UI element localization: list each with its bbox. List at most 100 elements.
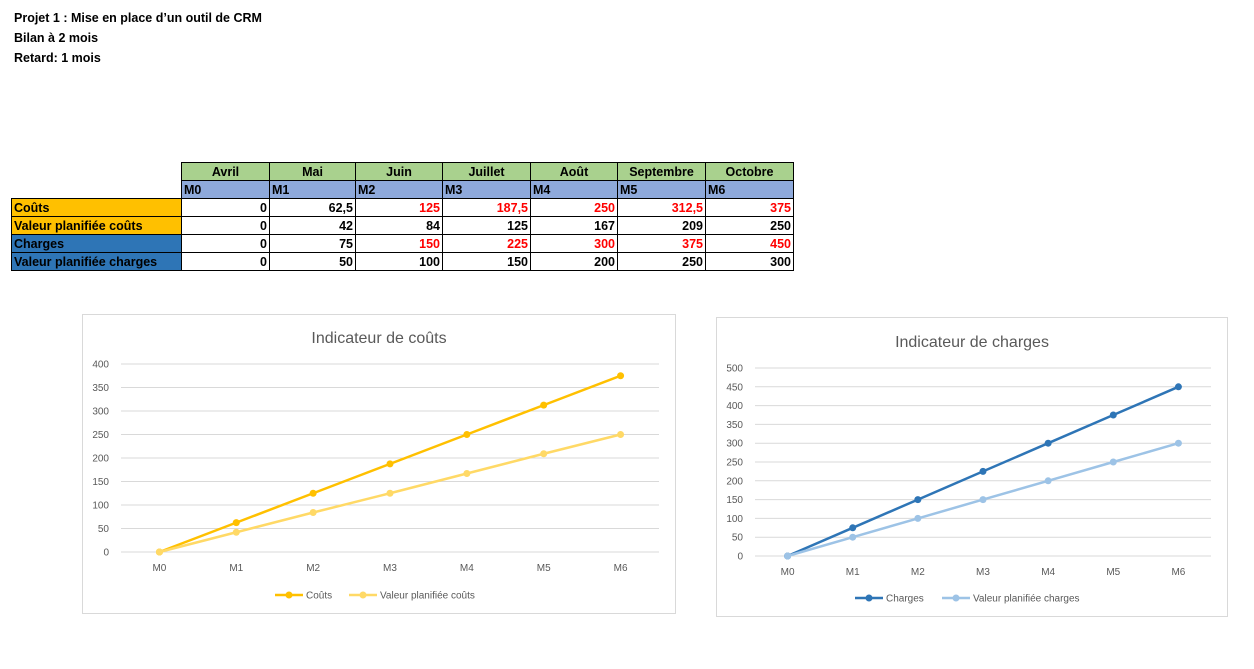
value-cell: 75 xyxy=(269,234,356,253)
data-point xyxy=(386,460,394,468)
charge-indicator-chart: Indicateur de charges 0 50 100 150 200 250 300 3… xyxy=(716,317,1228,617)
data-point xyxy=(1174,439,1182,447)
x-tick-label: M6 xyxy=(1171,567,1185,578)
data-point xyxy=(1174,383,1182,391)
x-tick-label: M4 xyxy=(460,563,474,574)
data-point xyxy=(232,528,240,536)
month-header: Septembre xyxy=(617,162,706,181)
y-tick-label: 450 xyxy=(726,382,743,393)
value-cell: 250 xyxy=(705,216,794,235)
chart-title: Indicateur de charges xyxy=(895,334,1049,351)
milestone-code: M3 xyxy=(442,180,531,199)
milestone-code: M4 xyxy=(530,180,618,199)
value-cell: 100 xyxy=(355,252,443,271)
charge-chart-svg: Indicateur de charges 0 50 100 150 200 250 300 3… xyxy=(726,334,1211,605)
y-tick-label: 300 xyxy=(92,407,109,418)
value-cell: 187,5 xyxy=(442,198,531,217)
y-tick-label: 50 xyxy=(98,524,110,535)
table-row: Valeur planifiée coûts 0 42 84 125 167 209 250 xyxy=(11,216,794,235)
data-point xyxy=(849,533,857,541)
month-header: Octobre xyxy=(705,162,794,181)
data-point xyxy=(1109,458,1117,466)
data-point xyxy=(914,496,922,504)
value-cell: 375 xyxy=(617,234,706,253)
row-label: Valeur planifiée coûts xyxy=(11,216,182,235)
data-point xyxy=(155,548,163,556)
y-tick-label: 100 xyxy=(92,501,109,512)
y-tick-label: 350 xyxy=(726,420,743,431)
data-point xyxy=(979,496,987,504)
value-cell: 0 xyxy=(181,234,270,253)
x-tick-label: M1 xyxy=(846,567,860,578)
data-point xyxy=(463,470,471,478)
report-header: Projet 1 : Mise en place d’un outil de C… xyxy=(14,8,262,68)
data-point xyxy=(617,431,625,438)
legend-item: Valeur planifiée coûts xyxy=(349,591,475,602)
row-label: Charges xyxy=(11,234,182,253)
y-tick-label: 250 xyxy=(92,430,109,441)
y-tick-label: 150 xyxy=(726,495,743,506)
value-cell: 300 xyxy=(705,252,794,271)
value-cell: 250 xyxy=(617,252,706,271)
legend-item: Coûts xyxy=(275,591,332,602)
legend-item: Charges xyxy=(855,594,924,605)
y-tick-label: 400 xyxy=(726,401,743,412)
x-tick-label: M6 xyxy=(614,563,628,574)
data-point xyxy=(232,519,240,527)
x-tick-label: M2 xyxy=(911,567,925,578)
month-header: Mai xyxy=(269,162,356,181)
value-cell: 42 xyxy=(269,216,356,235)
y-tick-label: 350 xyxy=(92,383,109,394)
data-point xyxy=(309,509,317,517)
y-tick-label: 150 xyxy=(92,477,109,488)
value-cell: 50 xyxy=(269,252,356,271)
row-label: Valeur planifiée charges xyxy=(11,252,182,271)
legend-label: Valeur planifiée coûts xyxy=(380,591,475,602)
value-cell: 209 xyxy=(617,216,706,235)
y-tick-label: 300 xyxy=(726,439,743,450)
value-cell: 150 xyxy=(355,234,443,253)
row-label: Coûts xyxy=(11,198,182,217)
month-header: Août xyxy=(530,162,618,181)
y-tick-label: 500 xyxy=(726,364,743,375)
data-point xyxy=(849,524,857,532)
y-tick-label: 250 xyxy=(726,458,743,469)
data-point xyxy=(1109,411,1117,419)
legend-item: Valeur planifiée charges xyxy=(942,594,1080,605)
legend-label: Coûts xyxy=(306,591,332,602)
value-cell: 84 xyxy=(355,216,443,235)
month-header: Juillet xyxy=(442,162,531,181)
x-tick-label: M2 xyxy=(306,563,320,574)
milestone-code: M0 xyxy=(181,180,270,199)
value-cell: 250 xyxy=(530,198,618,217)
month-header: Avril xyxy=(181,162,270,181)
data-point xyxy=(784,552,792,560)
cost-charge-table: Avril Mai Juin Juillet Août Septembre Oc… xyxy=(11,162,794,271)
delay-status: Retard: 1 mois xyxy=(14,51,101,65)
milestone-code: M1 xyxy=(269,180,356,199)
value-cell: 450 xyxy=(705,234,794,253)
milestone-code: M6 xyxy=(705,180,794,199)
x-tick-label: M3 xyxy=(976,567,990,578)
data-point xyxy=(386,489,394,497)
table-row: Valeur planifiée charges 0 50 100 150 200 250 3… xyxy=(11,252,794,271)
data-point xyxy=(463,431,471,438)
x-tick-label: M0 xyxy=(781,567,795,578)
y-tick-label: 200 xyxy=(92,454,109,465)
value-cell: 0 xyxy=(181,252,270,271)
value-cell: 125 xyxy=(442,216,531,235)
cost-chart-svg: Indicateur de coûts 0 50 100 150 200 250 300 350… xyxy=(92,330,659,602)
month-header: Juin xyxy=(355,162,443,181)
x-tick-label: M0 xyxy=(152,563,166,574)
value-cell: 300 xyxy=(530,234,618,253)
data-point xyxy=(1044,439,1052,447)
legend-marker xyxy=(952,594,960,602)
y-tick-label: 0 xyxy=(737,552,743,563)
corner-cell xyxy=(12,181,182,199)
milestone-code-row: M0 M1 M2 M3 M4 M5 M6 xyxy=(12,180,794,199)
data-point xyxy=(309,489,317,497)
table-row: Coûts 0 62,5 125 187,5 250 312,5 375 xyxy=(11,198,794,217)
milestone-code: M5 xyxy=(617,180,706,199)
table-row: Charges 0 75 150 225 300 375 450 xyxy=(11,234,794,253)
legend-marker xyxy=(359,591,367,599)
